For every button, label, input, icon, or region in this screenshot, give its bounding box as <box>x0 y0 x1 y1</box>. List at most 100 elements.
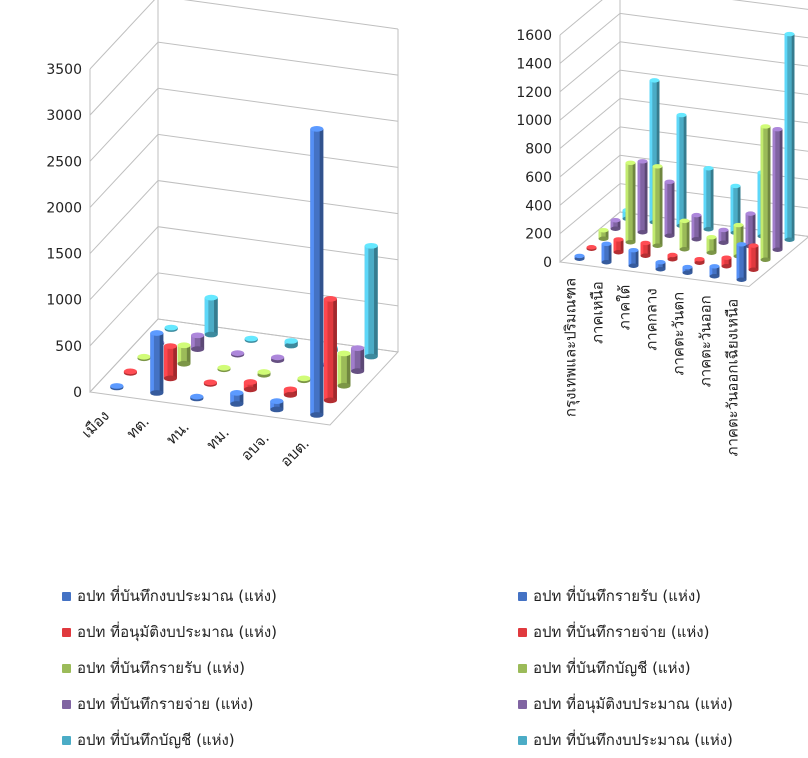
bar-top <box>784 31 795 37</box>
legend-item: อปท ที่บันทึกบัญชี (แห่ง) <box>62 722 277 758</box>
grid-line <box>559 41 808 93</box>
bar-top <box>736 242 747 247</box>
bar-body <box>709 266 720 277</box>
bar-base <box>284 342 298 349</box>
bar <box>703 166 714 232</box>
bar-body <box>682 267 693 273</box>
bar-shade <box>173 346 177 379</box>
legend-right: อปท ที่บันทึกรายรับ (แห่ง) อปท ที่บันทึก… <box>518 578 733 758</box>
bar <box>230 390 244 407</box>
chart-right-plot: 0 200 400 600 800 1000 1200 1400 1600 กรุงเทพและป… <box>516 0 808 456</box>
bar <box>163 343 177 382</box>
bar-shade <box>644 161 648 233</box>
bar-body <box>230 392 244 404</box>
grid-line <box>89 272 399 347</box>
bar-base <box>760 257 771 262</box>
bar-highlight <box>283 389 288 395</box>
bar-body <box>745 213 756 247</box>
bar <box>190 393 204 402</box>
bar-top <box>163 343 177 349</box>
bar-top <box>637 159 648 164</box>
bar-body <box>664 181 675 236</box>
bar-highlight <box>706 237 710 253</box>
bar-top <box>730 183 741 189</box>
bar <box>772 126 783 252</box>
legend-item: อปท ที่อนุมัติงบประมาณ (แห่ง) <box>518 686 733 722</box>
grid-line <box>89 87 399 162</box>
bar-shade <box>686 220 690 250</box>
bar-base <box>610 226 621 231</box>
legend-label: อปท ที่บันทึกงบประมาณ (แห่ง) <box>533 731 733 749</box>
bar <box>667 252 678 262</box>
x-tick-label: ทม. <box>203 423 233 453</box>
bar-top <box>703 166 714 171</box>
legend-label: อปท ที่บันทึกรายจ่าย (แห่ง) <box>533 623 710 641</box>
bar-shade <box>159 332 164 393</box>
y-tick-label: 400 <box>525 198 552 214</box>
bar-base <box>784 237 795 242</box>
bar-base <box>243 386 257 393</box>
bar <box>323 295 337 404</box>
bar-base <box>351 368 365 375</box>
y-tick-label: 1000 <box>46 293 82 309</box>
bar-top <box>244 335 258 342</box>
bar <box>652 164 663 248</box>
bar-shade <box>791 34 795 240</box>
legend-label: อปท ที่อนุมัติงบประมาณ (แห่ง) <box>77 623 278 641</box>
bar-shade <box>632 162 636 243</box>
bar-base <box>640 253 651 258</box>
bar-top <box>694 257 705 262</box>
bar <box>598 228 609 241</box>
legend-swatch <box>518 627 527 637</box>
bar-top <box>283 386 297 393</box>
bar-shade <box>279 401 284 410</box>
bar-base <box>323 397 337 404</box>
bar <box>310 126 324 418</box>
bar <box>736 242 747 282</box>
bar-body <box>601 243 612 263</box>
legend-item: อปท ที่บันทึกรายจ่าย (แห่ง) <box>62 686 277 722</box>
bar-base <box>283 391 297 398</box>
bar-body <box>703 168 714 230</box>
x-tick-label: ภาคเหนือ <box>589 281 607 344</box>
bar-highlight <box>667 254 671 260</box>
x-tick-label: ทน. <box>162 418 192 448</box>
bar-body <box>718 229 729 243</box>
bar-top <box>177 342 191 349</box>
bar-shade <box>725 229 729 243</box>
bar-shade <box>360 348 365 372</box>
bar-shade <box>779 129 783 250</box>
bar-highlight <box>204 297 209 335</box>
bar-base <box>625 240 636 245</box>
bar-highlight <box>730 185 734 233</box>
chart-right: 0 200 400 600 800 1000 1200 1400 1600 กรุงเทพและป… <box>420 0 808 560</box>
bar-highlight <box>784 34 788 240</box>
bar-highlight <box>601 243 605 263</box>
bar-top <box>667 252 678 258</box>
bar <box>706 234 717 255</box>
bar-shade <box>293 389 297 395</box>
y-tick-label: 1000 <box>516 113 552 129</box>
grid-line <box>89 180 399 254</box>
bar-top <box>652 164 663 169</box>
y-tick-label: 600 <box>525 170 552 186</box>
legend-label: อปท ที่บันทึกงบประมาณ (แห่ง) <box>77 587 277 605</box>
bar-base <box>736 277 747 282</box>
legend-swatch <box>62 627 71 637</box>
bar-top <box>310 126 324 132</box>
bar-top <box>649 78 660 83</box>
bar <box>164 324 178 332</box>
legend-label: อปท ที่อนุมัติงบประมาณ (แห่ง) <box>533 695 734 713</box>
bar-highlight <box>760 126 764 260</box>
bar-shade <box>743 244 747 280</box>
bar-base <box>652 243 663 248</box>
bar-highlight <box>736 244 740 280</box>
bar-body <box>748 245 759 270</box>
bar-highlight <box>163 346 168 379</box>
bar-highlight <box>721 257 725 267</box>
bar <box>718 227 729 245</box>
x-tick-label: อบต. <box>277 434 313 470</box>
bar <box>664 179 675 238</box>
bar-shade <box>214 297 218 335</box>
bar-shade <box>294 340 298 346</box>
